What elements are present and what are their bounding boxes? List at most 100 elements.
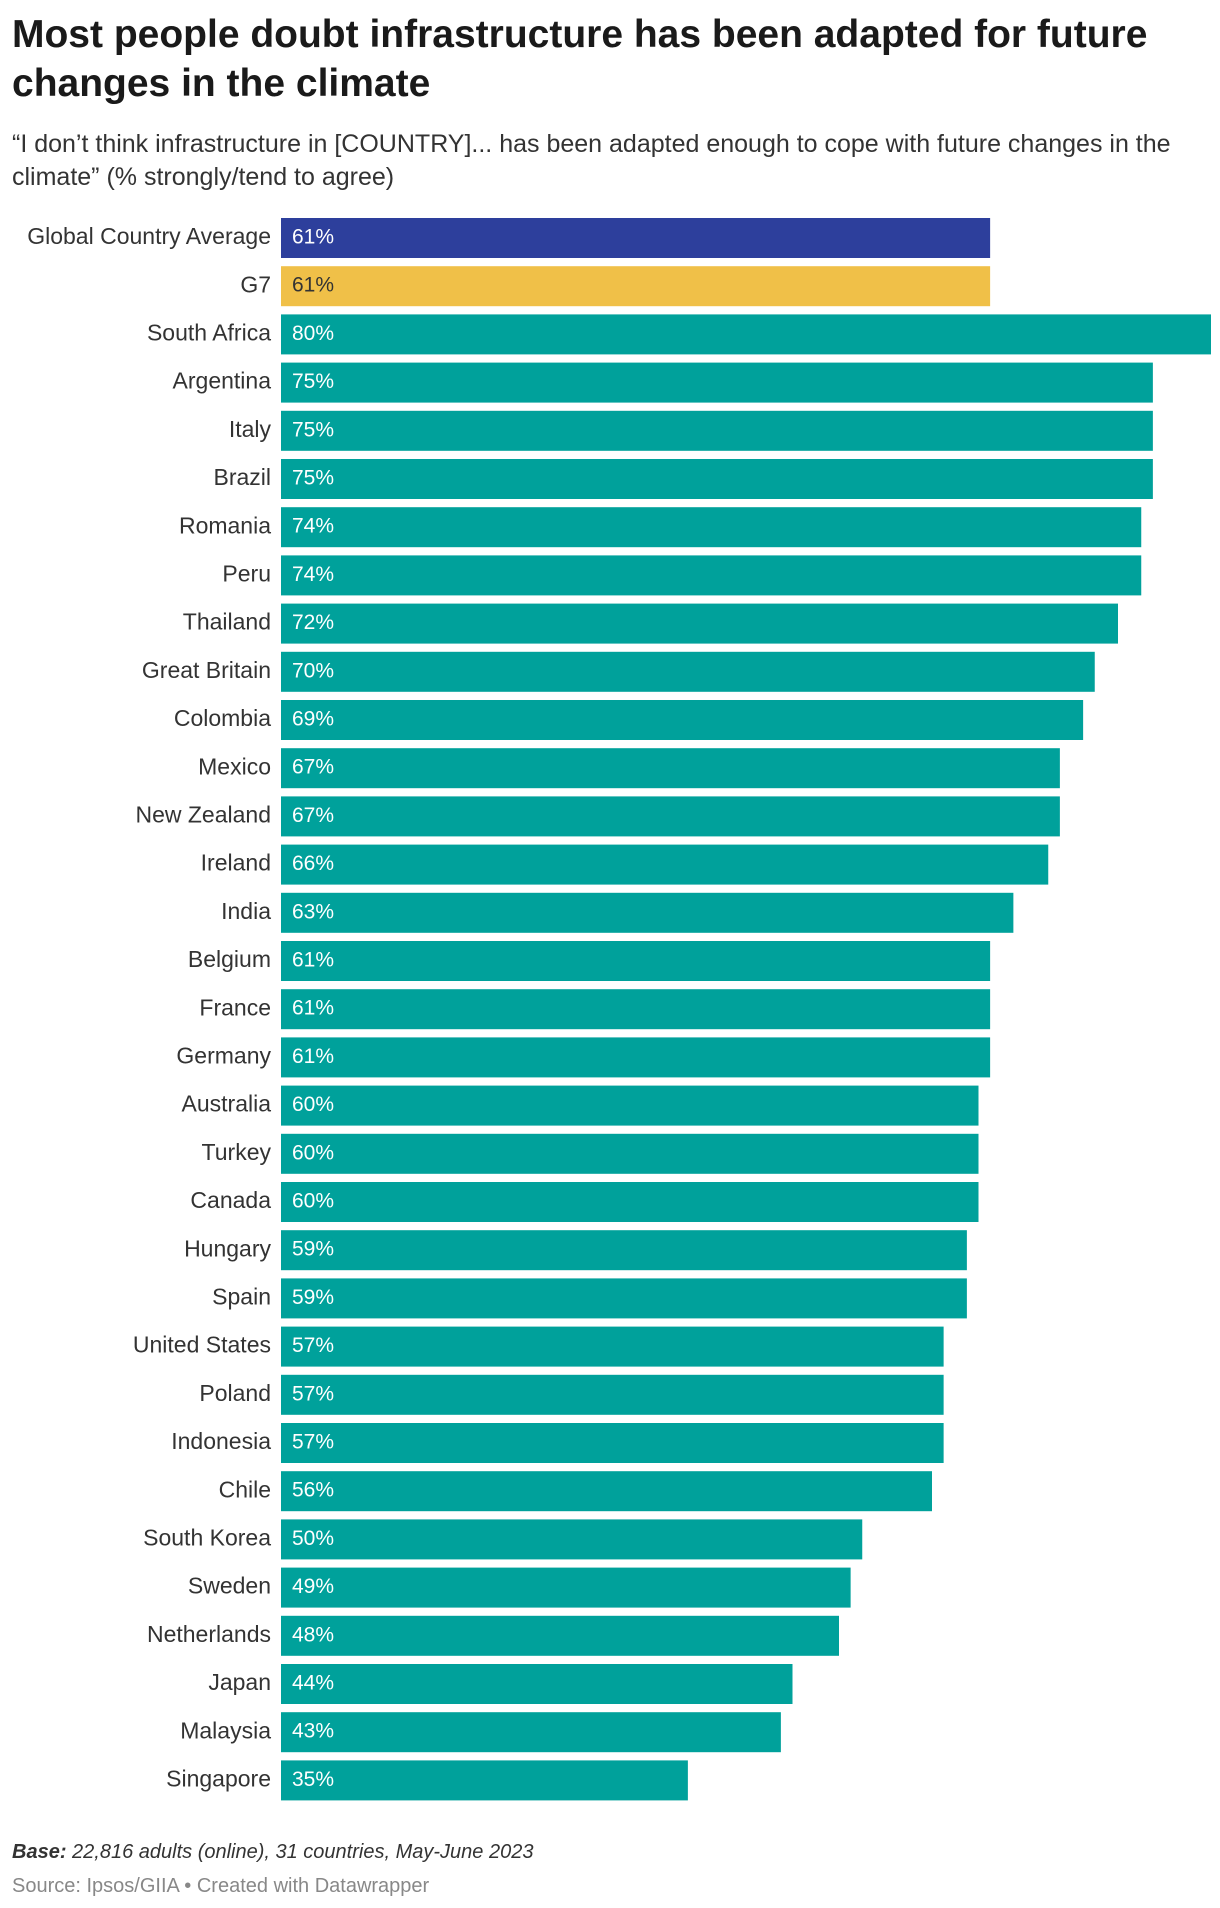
category-label-japan: Japan — [208, 1669, 271, 1695]
category-label-new-zealand: New Zealand — [135, 801, 271, 827]
category-label-south-korea: South Korea — [143, 1524, 271, 1550]
bar-argentina — [281, 362, 1153, 403]
bar-germany — [281, 1037, 991, 1078]
value-label-poland: 57% — [292, 1382, 334, 1405]
value-label-indonesia: 57% — [292, 1431, 334, 1454]
category-label-hungary: Hungary — [184, 1235, 271, 1261]
bars-group: Global Country Average 61% G7 61% South Afri… — [27, 218, 1211, 1801]
bar-mexico — [281, 748, 1060, 789]
category-label-south-africa: South Africa — [147, 319, 271, 345]
bar-g7 — [281, 266, 991, 307]
base-text: 22,816 adults (online), 31 countries, Ma… — [66, 1841, 534, 1863]
source-note: Source: Ipsos/GIIA • Created with Datawr… — [12, 1875, 430, 1897]
chart-title: Most people doubt infrastructure has bee… — [12, 13, 1148, 105]
bar-chart: Global Country Average 61% G7 61% South Afri… — [27, 218, 1211, 1801]
category-label-belgium: Belgium — [188, 946, 271, 972]
bar-australia — [281, 1085, 979, 1126]
value-label-thailand: 72% — [292, 611, 334, 634]
bar-brazil — [281, 459, 1153, 499]
value-label-netherlands: 48% — [292, 1623, 334, 1646]
value-label-japan: 44% — [292, 1672, 334, 1695]
bar-global-country-average — [281, 218, 991, 258]
value-label-colombia: 69% — [292, 708, 334, 731]
bar-south-korea — [281, 1519, 863, 1560]
category-label-thailand: Thailand — [183, 609, 271, 635]
value-label-india: 63% — [292, 900, 334, 923]
value-label-ireland: 66% — [292, 852, 334, 875]
category-label-peru: Peru — [222, 560, 271, 586]
value-label-turkey: 60% — [292, 1141, 334, 1164]
category-label-global-country-average: Global Country Average — [27, 223, 271, 249]
value-label-singapore: 35% — [292, 1768, 334, 1791]
category-label-romania: Romania — [179, 512, 271, 538]
category-label-mexico: Mexico — [198, 753, 271, 779]
bar-thailand — [281, 603, 1118, 644]
value-label-global-country-average: 61% — [292, 226, 334, 249]
bar-canada — [281, 1182, 979, 1222]
category-label-spain: Spain — [212, 1283, 271, 1309]
bar-poland — [281, 1374, 944, 1415]
bar-india — [281, 892, 1014, 933]
category-label-sweden: Sweden — [188, 1573, 271, 1599]
bar-japan — [281, 1664, 793, 1704]
category-label-canada: Canada — [190, 1187, 271, 1213]
value-label-hungary: 59% — [292, 1238, 334, 1261]
bar-united-states — [281, 1326, 944, 1367]
value-label-germany: 61% — [292, 1045, 334, 1068]
value-label-new-zealand: 67% — [292, 804, 334, 827]
value-label-chile: 56% — [292, 1479, 334, 1502]
category-label-india: India — [221, 898, 271, 924]
bar-chile — [281, 1471, 932, 1512]
bar-belgium — [281, 941, 991, 981]
category-label-indonesia: Indonesia — [171, 1428, 271, 1454]
value-label-spain: 59% — [292, 1286, 334, 1309]
category-label-chile: Chile — [219, 1476, 271, 1502]
value-label-sweden: 49% — [292, 1575, 334, 1598]
category-label-united-states: United States — [133, 1332, 271, 1358]
value-label-canada: 60% — [292, 1190, 334, 1213]
value-label-argentina: 75% — [292, 370, 334, 393]
bar-great-britain — [281, 651, 1095, 692]
bar-france — [281, 989, 991, 1030]
bar-malaysia — [281, 1712, 781, 1753]
bar-netherlands — [281, 1615, 839, 1656]
base-note: Base: 22,816 adults (online), 31 countri… — [12, 1841, 533, 1864]
value-label-belgium: 61% — [292, 949, 334, 972]
category-label-italy: Italy — [229, 416, 272, 442]
category-label-argentina: Argentina — [173, 368, 272, 394]
category-label-ireland: Ireland — [201, 850, 271, 876]
value-label-south-africa: 80% — [292, 322, 334, 345]
value-label-brazil: 75% — [292, 467, 334, 490]
category-label-singapore: Singapore — [166, 1765, 271, 1791]
category-label-g7: G7 — [240, 271, 271, 297]
bar-indonesia — [281, 1423, 944, 1463]
category-label-great-britain: Great Britain — [142, 657, 271, 683]
value-label-malaysia: 43% — [292, 1720, 334, 1743]
value-label-south-korea: 50% — [292, 1527, 334, 1550]
bar-new-zealand — [281, 796, 1060, 837]
value-label-mexico: 67% — [292, 756, 334, 779]
category-label-poland: Poland — [199, 1380, 271, 1406]
bar-south-africa — [281, 314, 1211, 355]
value-label-g7: 61% — [292, 274, 334, 297]
category-label-colombia: Colombia — [174, 705, 271, 731]
bar-turkey — [281, 1133, 979, 1174]
bar-hungary — [281, 1230, 967, 1271]
bar-singapore — [281, 1760, 688, 1801]
category-label-australia: Australia — [182, 1091, 272, 1117]
category-label-netherlands: Netherlands — [147, 1621, 271, 1647]
value-label-peru: 74% — [292, 563, 334, 586]
value-label-france: 61% — [292, 997, 334, 1020]
bar-ireland — [281, 844, 1049, 885]
bar-sweden — [281, 1567, 851, 1608]
value-label-great-britain: 70% — [292, 659, 334, 682]
bar-spain — [281, 1278, 967, 1319]
bar-romania — [281, 507, 1142, 548]
base-label: Base: — [12, 1841, 67, 1863]
bar-peru — [281, 555, 1142, 596]
category-label-turkey: Turkey — [202, 1139, 272, 1165]
category-label-france: France — [199, 994, 271, 1020]
bar-colombia — [281, 700, 1084, 740]
category-label-malaysia: Malaysia — [180, 1717, 271, 1743]
chart-subtitle: “I don’t think infrastructure in [COUNTR… — [12, 130, 1171, 191]
